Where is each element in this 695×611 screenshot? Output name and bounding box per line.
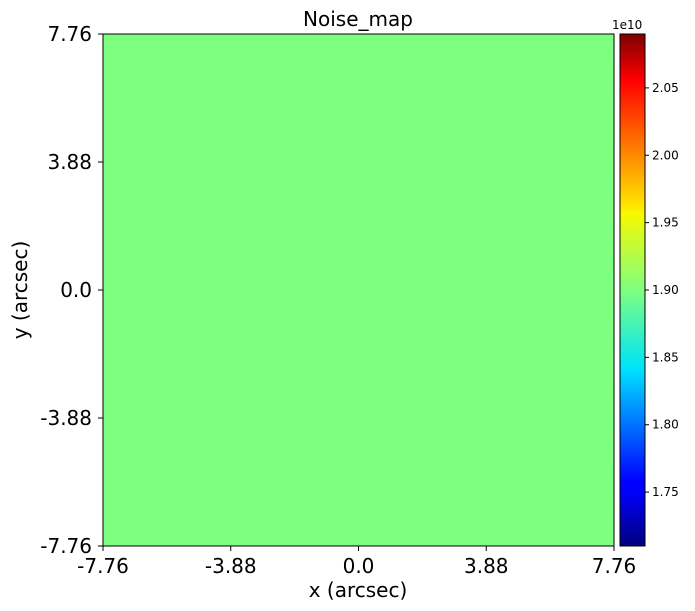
x-axis-label: x (arcsec) xyxy=(309,578,408,602)
x-tick-label: 0.0 xyxy=(343,554,375,578)
x-tick-label: -3.88 xyxy=(205,554,257,578)
colorbar-tick-label: 1.80 xyxy=(652,418,679,432)
y-axis-label: y (arcsec) xyxy=(8,241,32,340)
colorbar-tick-label: 1.75 xyxy=(652,485,679,499)
colorbar-tick-label: 2.00 xyxy=(652,148,679,162)
colorbar xyxy=(619,33,646,547)
colorbar-offset-label: 1e10 xyxy=(612,18,642,32)
y-tick-label: -3.88 xyxy=(40,406,92,430)
x-axis: -7.76 -3.88 0.0 3.88 7.76 xyxy=(77,546,636,578)
y-axis: -7.76 -3.88 0.0 3.88 7.76 xyxy=(40,22,103,558)
y-tick-label: -7.76 xyxy=(40,534,92,558)
colorbar-ticks: 1.75 1.80 1.85 1.90 1.95 2.00 2.05 xyxy=(645,81,679,499)
colorbar-tick-label: 1.85 xyxy=(652,350,679,364)
colorbar-tick-label: 1.90 xyxy=(652,283,679,297)
heatmap-image xyxy=(103,34,614,546)
x-tick-label: -7.76 xyxy=(77,554,129,578)
x-tick-label: 3.88 xyxy=(464,554,509,578)
colorbar-tick-label: 1.95 xyxy=(652,216,679,230)
y-tick-label: 0.0 xyxy=(60,278,92,302)
x-tick-label: 7.76 xyxy=(592,554,637,578)
chart-title: Noise_map xyxy=(303,7,413,31)
y-tick-label: 7.76 xyxy=(47,22,92,46)
y-tick-label: 3.88 xyxy=(47,150,92,174)
colorbar-tick-label: 2.05 xyxy=(652,81,679,95)
